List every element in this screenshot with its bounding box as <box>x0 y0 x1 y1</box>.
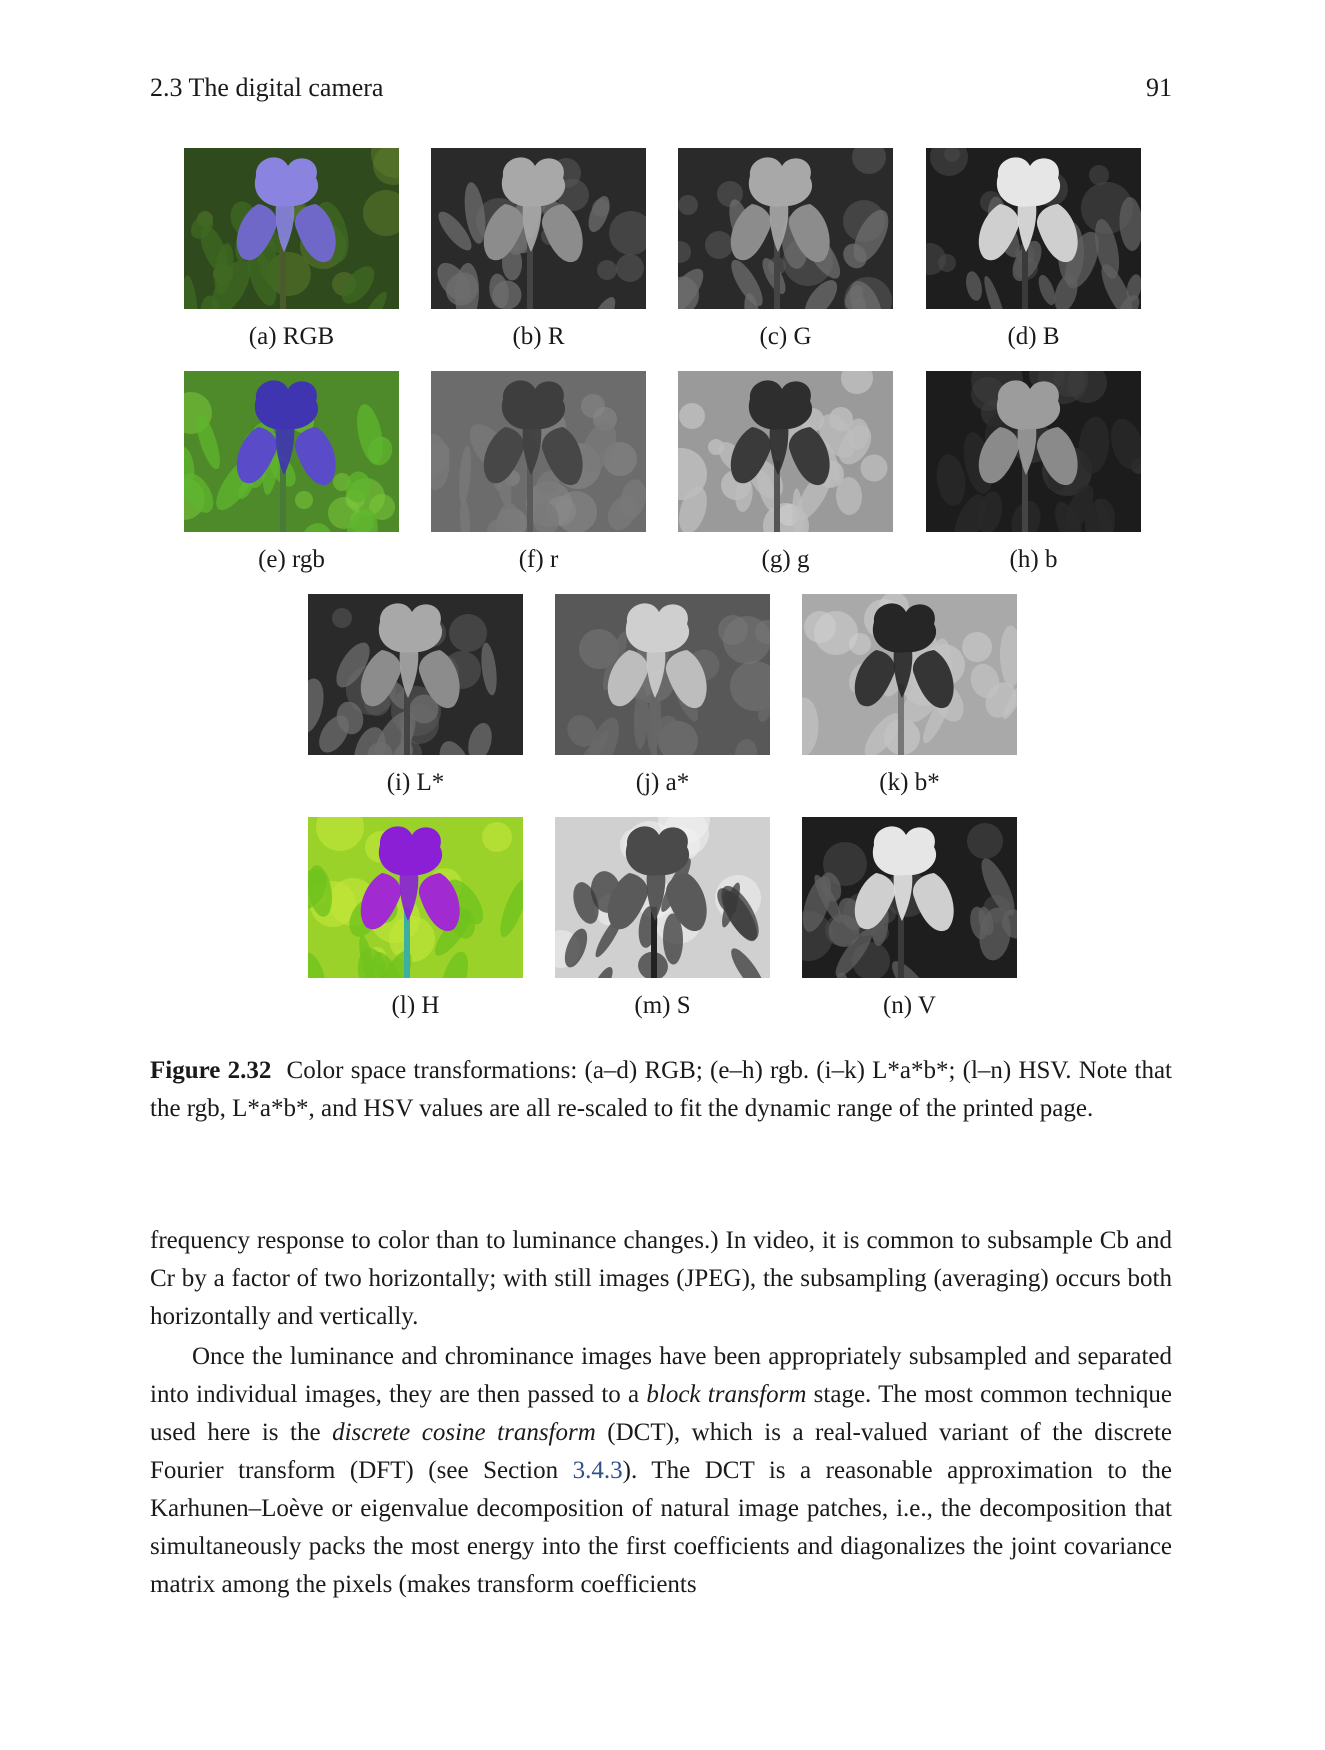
iris-photo <box>802 594 1017 755</box>
panel-caption: (e) rgb <box>258 546 325 573</box>
figure-panel: (h) b <box>926 371 1141 575</box>
text-run: ). The DCT is a reasonable approximation… <box>150 1457 1172 1598</box>
iris-photo <box>184 148 399 309</box>
figure-panel: (k) b* <box>802 594 1017 798</box>
emphasis: discrete cosine transform <box>332 1419 596 1446</box>
figure-panel: (e) rgb <box>184 371 399 575</box>
panel-caption: (i) L* <box>386 769 445 796</box>
page-number: 91 <box>1146 73 1172 102</box>
figure-panel: (g) g <box>678 371 893 575</box>
iris-photo <box>431 148 646 309</box>
iris-photo <box>926 148 1141 309</box>
panel-image <box>308 817 523 978</box>
section-title: 2.3 The digital camera <box>150 73 384 102</box>
panel-caption: (j) a* <box>635 769 690 796</box>
figure-panel: (d) B <box>926 148 1141 352</box>
iris-photo <box>555 594 770 755</box>
panel-image <box>678 371 893 532</box>
panel-caption: (f) r <box>518 546 559 573</box>
figure-panel: (j) a* <box>555 594 770 798</box>
panel-image <box>802 817 1017 978</box>
iris-photo <box>308 817 523 978</box>
figure-panel: (n) V <box>802 817 1017 1021</box>
panel-image <box>184 148 399 309</box>
panel-image <box>555 817 770 978</box>
iris-photo <box>555 817 770 978</box>
iris-photo <box>802 817 1017 978</box>
panel-caption: (l) H <box>391 992 440 1019</box>
paragraph: frequency response to color than to lumi… <box>150 1227 1172 1330</box>
panel-image <box>926 148 1141 309</box>
iris-photo <box>184 371 399 532</box>
iris-photo <box>678 371 893 532</box>
emphasis: block transform <box>646 1381 807 1408</box>
iris-photo <box>678 148 893 309</box>
text-run: stage. The most common technique used he… <box>150 1381 1172 1446</box>
figure-label: Figure 2.32 <box>150 1057 272 1084</box>
panel-caption: (h) b <box>1009 546 1058 573</box>
iris-photo <box>431 371 646 532</box>
panel-caption: (n) V <box>882 992 936 1019</box>
panel-image <box>184 371 399 532</box>
panel-caption: (m) S <box>634 992 691 1019</box>
figure-panel: (l) H <box>308 817 523 1021</box>
body-text: frequency response to color than to lumi… <box>150 1222 1172 1606</box>
figure-panel: (m) S <box>555 817 770 1021</box>
panel-image <box>431 148 646 309</box>
figure-panel: (a) RGB <box>184 148 399 352</box>
panel-image <box>802 594 1017 755</box>
panel-image <box>678 148 893 309</box>
figure: (a) RGB (b) R (c) G <box>150 148 1172 1028</box>
panel-image <box>308 594 523 755</box>
panel-caption: (d) B <box>1007 323 1060 350</box>
panel-caption: (a) RGB <box>248 323 335 350</box>
figure-panel: (i) L* <box>308 594 523 798</box>
paragraph: Once the luminance and chrominance image… <box>150 1338 1172 1604</box>
section-reference-link[interactable]: 3.4.3 <box>572 1457 623 1484</box>
panel-image <box>431 371 646 532</box>
running-head: 2.3 The digital camera 91 <box>150 72 1172 104</box>
figure-panel: (b) R <box>431 148 646 352</box>
figure-panel: (c) G <box>678 148 893 352</box>
panel-image <box>555 594 770 755</box>
figure-panel: (f) r <box>431 371 646 575</box>
panel-caption: (b) R <box>512 323 565 350</box>
panel-caption: (c) G <box>759 323 812 350</box>
text-run: (DCT), which is a real-valued variant of… <box>150 1419 1172 1484</box>
panel-image <box>926 371 1141 532</box>
iris-photo <box>926 371 1141 532</box>
panel-caption: (k) b* <box>879 769 940 796</box>
figure-caption-text: Color space transformations: (a–d) RGB; … <box>150 1057 1172 1122</box>
text-run: Once the luminance and chrominance image… <box>150 1343 1172 1408</box>
panel-caption: (g) g <box>761 546 810 573</box>
figure-caption: Figure 2.32 Color space transformations:… <box>150 1052 1172 1127</box>
iris-photo <box>308 594 523 755</box>
